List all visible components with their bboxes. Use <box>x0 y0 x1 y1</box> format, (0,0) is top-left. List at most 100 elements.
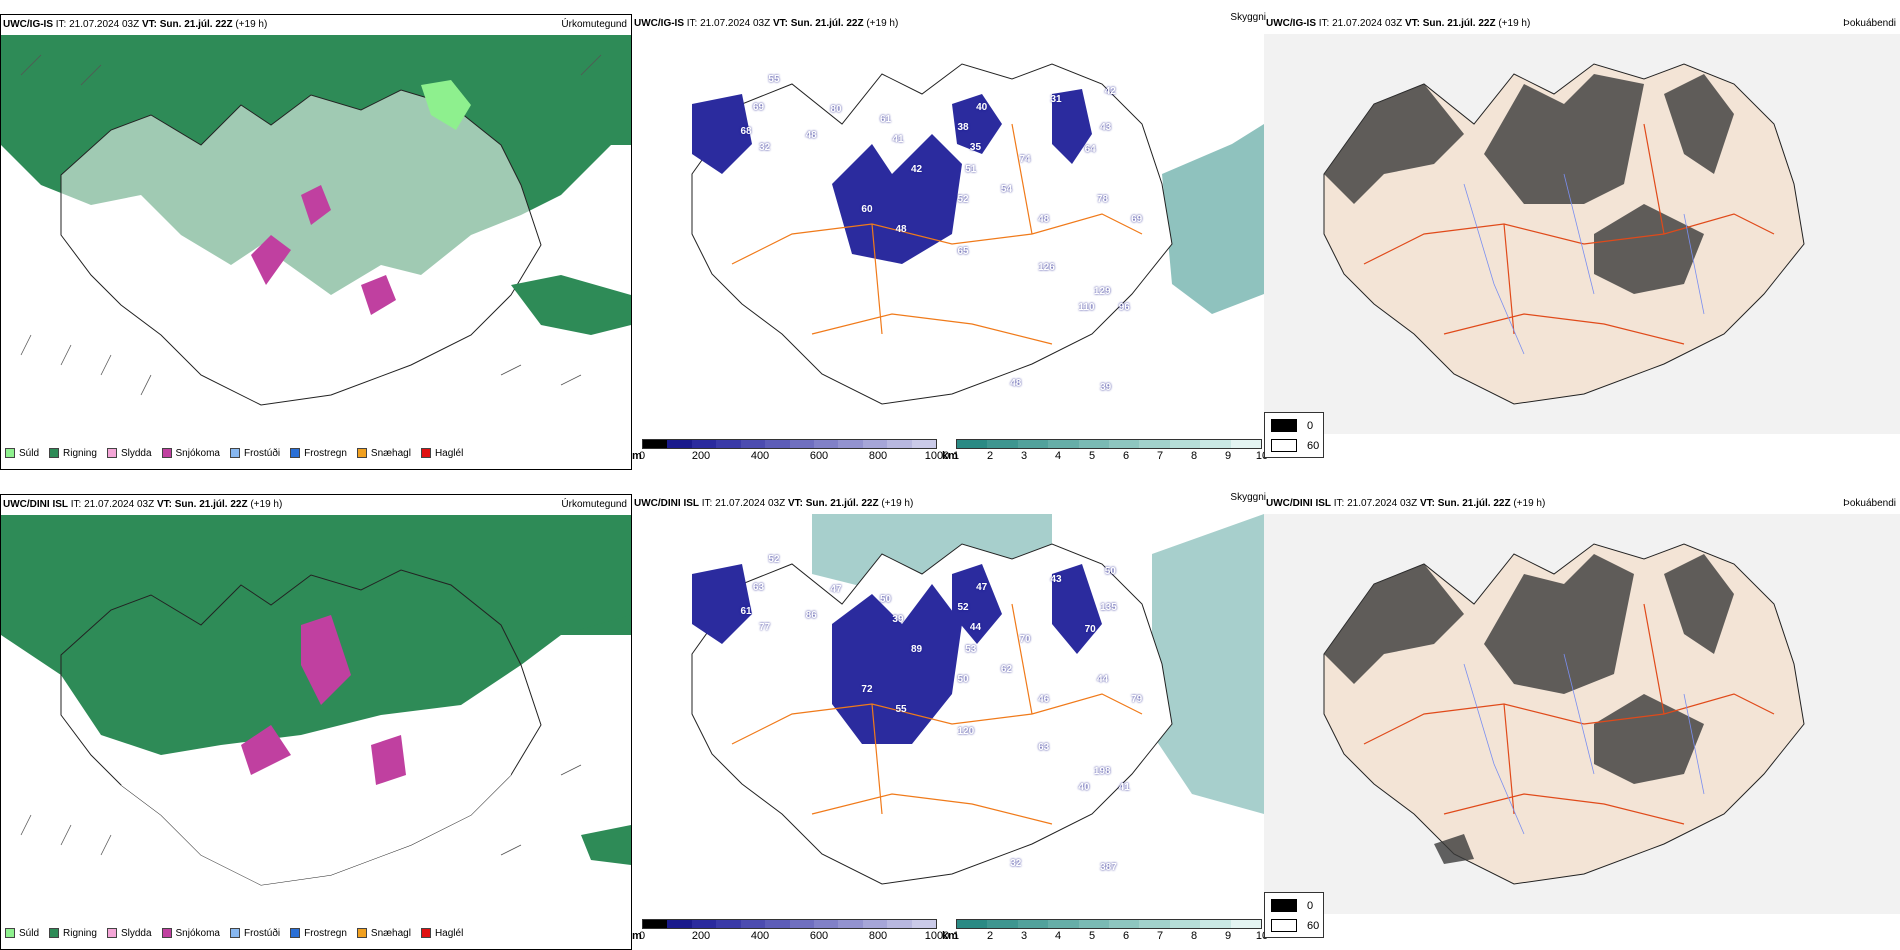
colorbar-segment <box>911 440 937 448</box>
vt-label: VT: <box>141 19 157 30</box>
forecast-row-2: UWC/DINI ISL IT: 21.07.2024 03Z VT: Sun.… <box>0 492 1900 950</box>
colorbar-segment <box>911 920 937 928</box>
it-label: IT: <box>701 498 713 509</box>
road-network <box>731 123 1143 345</box>
legend-swatch <box>290 448 301 458</box>
colorbar-segment <box>740 920 766 928</box>
panel-title: Skyggni <box>1230 12 1266 23</box>
visibility-colorbar-strip <box>956 919 1262 929</box>
lead-time: (+19 h) <box>866 18 899 29</box>
colorbar-segment <box>691 440 717 448</box>
legend-swatch <box>161 928 172 938</box>
colorbar-segment <box>1200 440 1231 448</box>
legend-item-rain: Rigning <box>49 928 97 939</box>
model-name: UWC/DINI ISL <box>3 499 68 510</box>
ceiling-area <box>692 89 1092 264</box>
ceiling-unit: m <box>632 930 642 942</box>
ceiling-visibility-panel: UWC/IG-IS IT: 21.07.2024 03Z VT: Sun. 21… <box>632 12 1268 470</box>
legend-item-snow-pellets: Snæhagl <box>356 928 411 939</box>
model-name: UWC/IG-IS <box>634 18 684 29</box>
legend-item-drizzle: Súld <box>5 928 39 939</box>
it-value: 21.07.2024 03Z <box>84 499 155 510</box>
vt-label: VT: <box>1419 498 1435 509</box>
legend-label: 0 <box>1307 899 1314 912</box>
road-network <box>731 603 1143 825</box>
panel-header: UWC/DINI ISL IT: 21.07.2024 03Z VT: Sun.… <box>632 492 1266 514</box>
legend-item-freezing-rain: Frostregn <box>290 448 347 459</box>
colorbar-tick-label: 9 <box>1224 930 1232 942</box>
colorbar-tick-label: 1 <box>952 450 960 462</box>
colorbar-segment <box>1078 440 1110 448</box>
colorbar-segment <box>838 440 863 448</box>
colorbar-tick-label: 0 <box>638 450 646 462</box>
colorbar-segment <box>887 440 912 448</box>
visibility-ticks: 1 2 3 4 5 6 7 8 9 10 <box>952 450 1268 466</box>
it-value: 21.07.2024 03Z <box>1347 498 1418 509</box>
legend-label: Haglél <box>434 927 464 939</box>
legend-label: Snjókoma <box>175 927 220 939</box>
fog-map <box>1264 514 1900 914</box>
it-value: 21.07.2024 03Z <box>700 18 771 29</box>
legend-swatch <box>356 928 367 938</box>
legend-swatch <box>290 928 301 938</box>
colorbar-tick-label: 0 <box>638 930 646 942</box>
fog-legend-item: 60 <box>1271 919 1319 932</box>
colorbar-segment <box>987 920 1018 928</box>
lead-time: (+19 h) <box>235 19 268 30</box>
legend-item-snow: Snjókoma <box>161 927 220 939</box>
fog-index-panel: UWC/DINI ISL IT: 21.07.2024 03Z VT: Sun.… <box>1264 494 1900 950</box>
fog-area <box>1324 554 1734 864</box>
colorbar-tick-label: 1 <box>952 930 960 942</box>
colorbar-segment <box>740 440 766 448</box>
colorbar-segment <box>789 440 814 448</box>
ceiling-colorbar: m 0 200 400 600 800 1000 <box>632 919 949 949</box>
legend-swatch <box>161 448 172 458</box>
panel-header: UWC/IG-IS IT: 21.07.2024 03Z VT: Sun. 21… <box>1264 14 1900 34</box>
legend-label: Súld <box>19 447 40 459</box>
legend-swatch <box>1271 919 1297 932</box>
legend-swatch <box>5 928 15 938</box>
colorbar-tick-label: 5 <box>1088 450 1096 462</box>
it-label: IT: <box>1333 498 1345 509</box>
ceiling-ticks: 0 200 400 600 800 1000 <box>638 450 949 466</box>
colorbar-segment <box>1078 920 1110 928</box>
ceiling-map <box>691 63 1264 405</box>
model-name: UWC/DINI ISL <box>1266 498 1331 509</box>
ceiling-visibility-panel: UWC/DINI ISL IT: 21.07.2024 03Z VT: Sun.… <box>632 492 1268 950</box>
rain-area <box>511 275 631 335</box>
legend-swatch <box>49 448 60 458</box>
vt-label: VT: <box>1404 18 1420 29</box>
precip-map <box>1 35 631 406</box>
legend-item-sleet: Slydda <box>106 448 152 459</box>
visibility-colorbar-strip <box>956 439 1262 449</box>
it-label: IT: <box>55 19 67 30</box>
legend-item-rain: Rigning <box>49 448 97 459</box>
colorbar-segment <box>643 920 668 928</box>
colorbar-tick-label: 1000 <box>924 450 950 462</box>
it-value: 21.07.2024 03Z <box>1332 18 1403 29</box>
visibility-unit: km <box>942 930 958 942</box>
legend-label: 60 <box>1307 919 1320 932</box>
panel-title: Þokuábendi <box>1843 18 1896 29</box>
snow-area <box>241 615 406 785</box>
model-name: UWC/IG-IS <box>3 19 53 30</box>
colorbar-segment <box>887 920 912 928</box>
colorbar-tick-label: 8 <box>1190 930 1198 942</box>
road-network <box>1363 123 1775 345</box>
precip-type-legend: Súld Rigning Slydda Snjókoma Frostúði Fr… <box>5 443 473 463</box>
legend-swatch <box>229 448 240 458</box>
colorbar-segment <box>838 920 863 928</box>
colorbar-segment <box>1200 920 1231 928</box>
colorbar-segment <box>1048 920 1079 928</box>
legend-label: Frostúði <box>243 447 281 459</box>
colorbar-segment <box>716 920 741 928</box>
ceiling-colorbar-strip <box>642 439 937 449</box>
ceiling-colorbar: m 0 200 400 600 800 1000 <box>632 439 949 469</box>
panel-header: UWC/DINI ISL IT: 21.07.2024 03Z VT: Sun.… <box>1 495 631 515</box>
legend-swatch <box>1271 419 1297 432</box>
it-label: IT: <box>70 499 82 510</box>
it-value: 21.07.2024 03Z <box>715 498 786 509</box>
vt-value: Sun. 21.júl. 22Z <box>159 19 233 30</box>
iceland-outline <box>60 569 542 886</box>
panel-title: Úrkomutegund <box>561 499 627 510</box>
